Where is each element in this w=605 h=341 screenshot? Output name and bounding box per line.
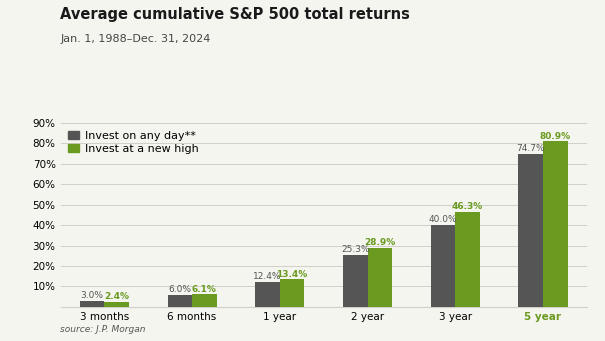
Bar [543, 142, 567, 307]
Text: 25.3%: 25.3% [341, 245, 370, 254]
Text: 46.3%: 46.3% [452, 202, 483, 211]
Text: Average cumulative S&P 500 total returns: Average cumulative S&P 500 total returns [60, 7, 410, 22]
Text: 40.0%: 40.0% [429, 215, 457, 224]
Bar [104, 302, 129, 307]
Bar [518, 154, 543, 307]
Bar [192, 294, 217, 307]
Text: 28.9%: 28.9% [364, 238, 396, 247]
Bar [455, 212, 480, 307]
Text: 2.4%: 2.4% [104, 292, 129, 301]
Text: Jan. 1, 1988–Dec. 31, 2024: Jan. 1, 1988–Dec. 31, 2024 [60, 34, 211, 44]
Text: 3.0%: 3.0% [80, 291, 103, 300]
Text: 80.9%: 80.9% [540, 132, 571, 140]
Bar [80, 301, 104, 307]
Text: 74.7%: 74.7% [517, 144, 545, 153]
Text: source: J.P. Morgan: source: J.P. Morgan [60, 325, 146, 334]
Text: 6.0%: 6.0% [168, 285, 191, 294]
Bar [168, 295, 192, 307]
Text: 6.1%: 6.1% [192, 285, 217, 294]
Text: 13.4%: 13.4% [276, 270, 308, 279]
Bar [431, 225, 455, 307]
Bar [255, 282, 280, 307]
Bar [367, 248, 392, 307]
Bar [343, 255, 368, 307]
Bar [280, 280, 304, 307]
Legend: Invest on any day**, Invest at a new high: Invest on any day**, Invest at a new hig… [66, 128, 201, 156]
Text: 12.4%: 12.4% [253, 272, 282, 281]
